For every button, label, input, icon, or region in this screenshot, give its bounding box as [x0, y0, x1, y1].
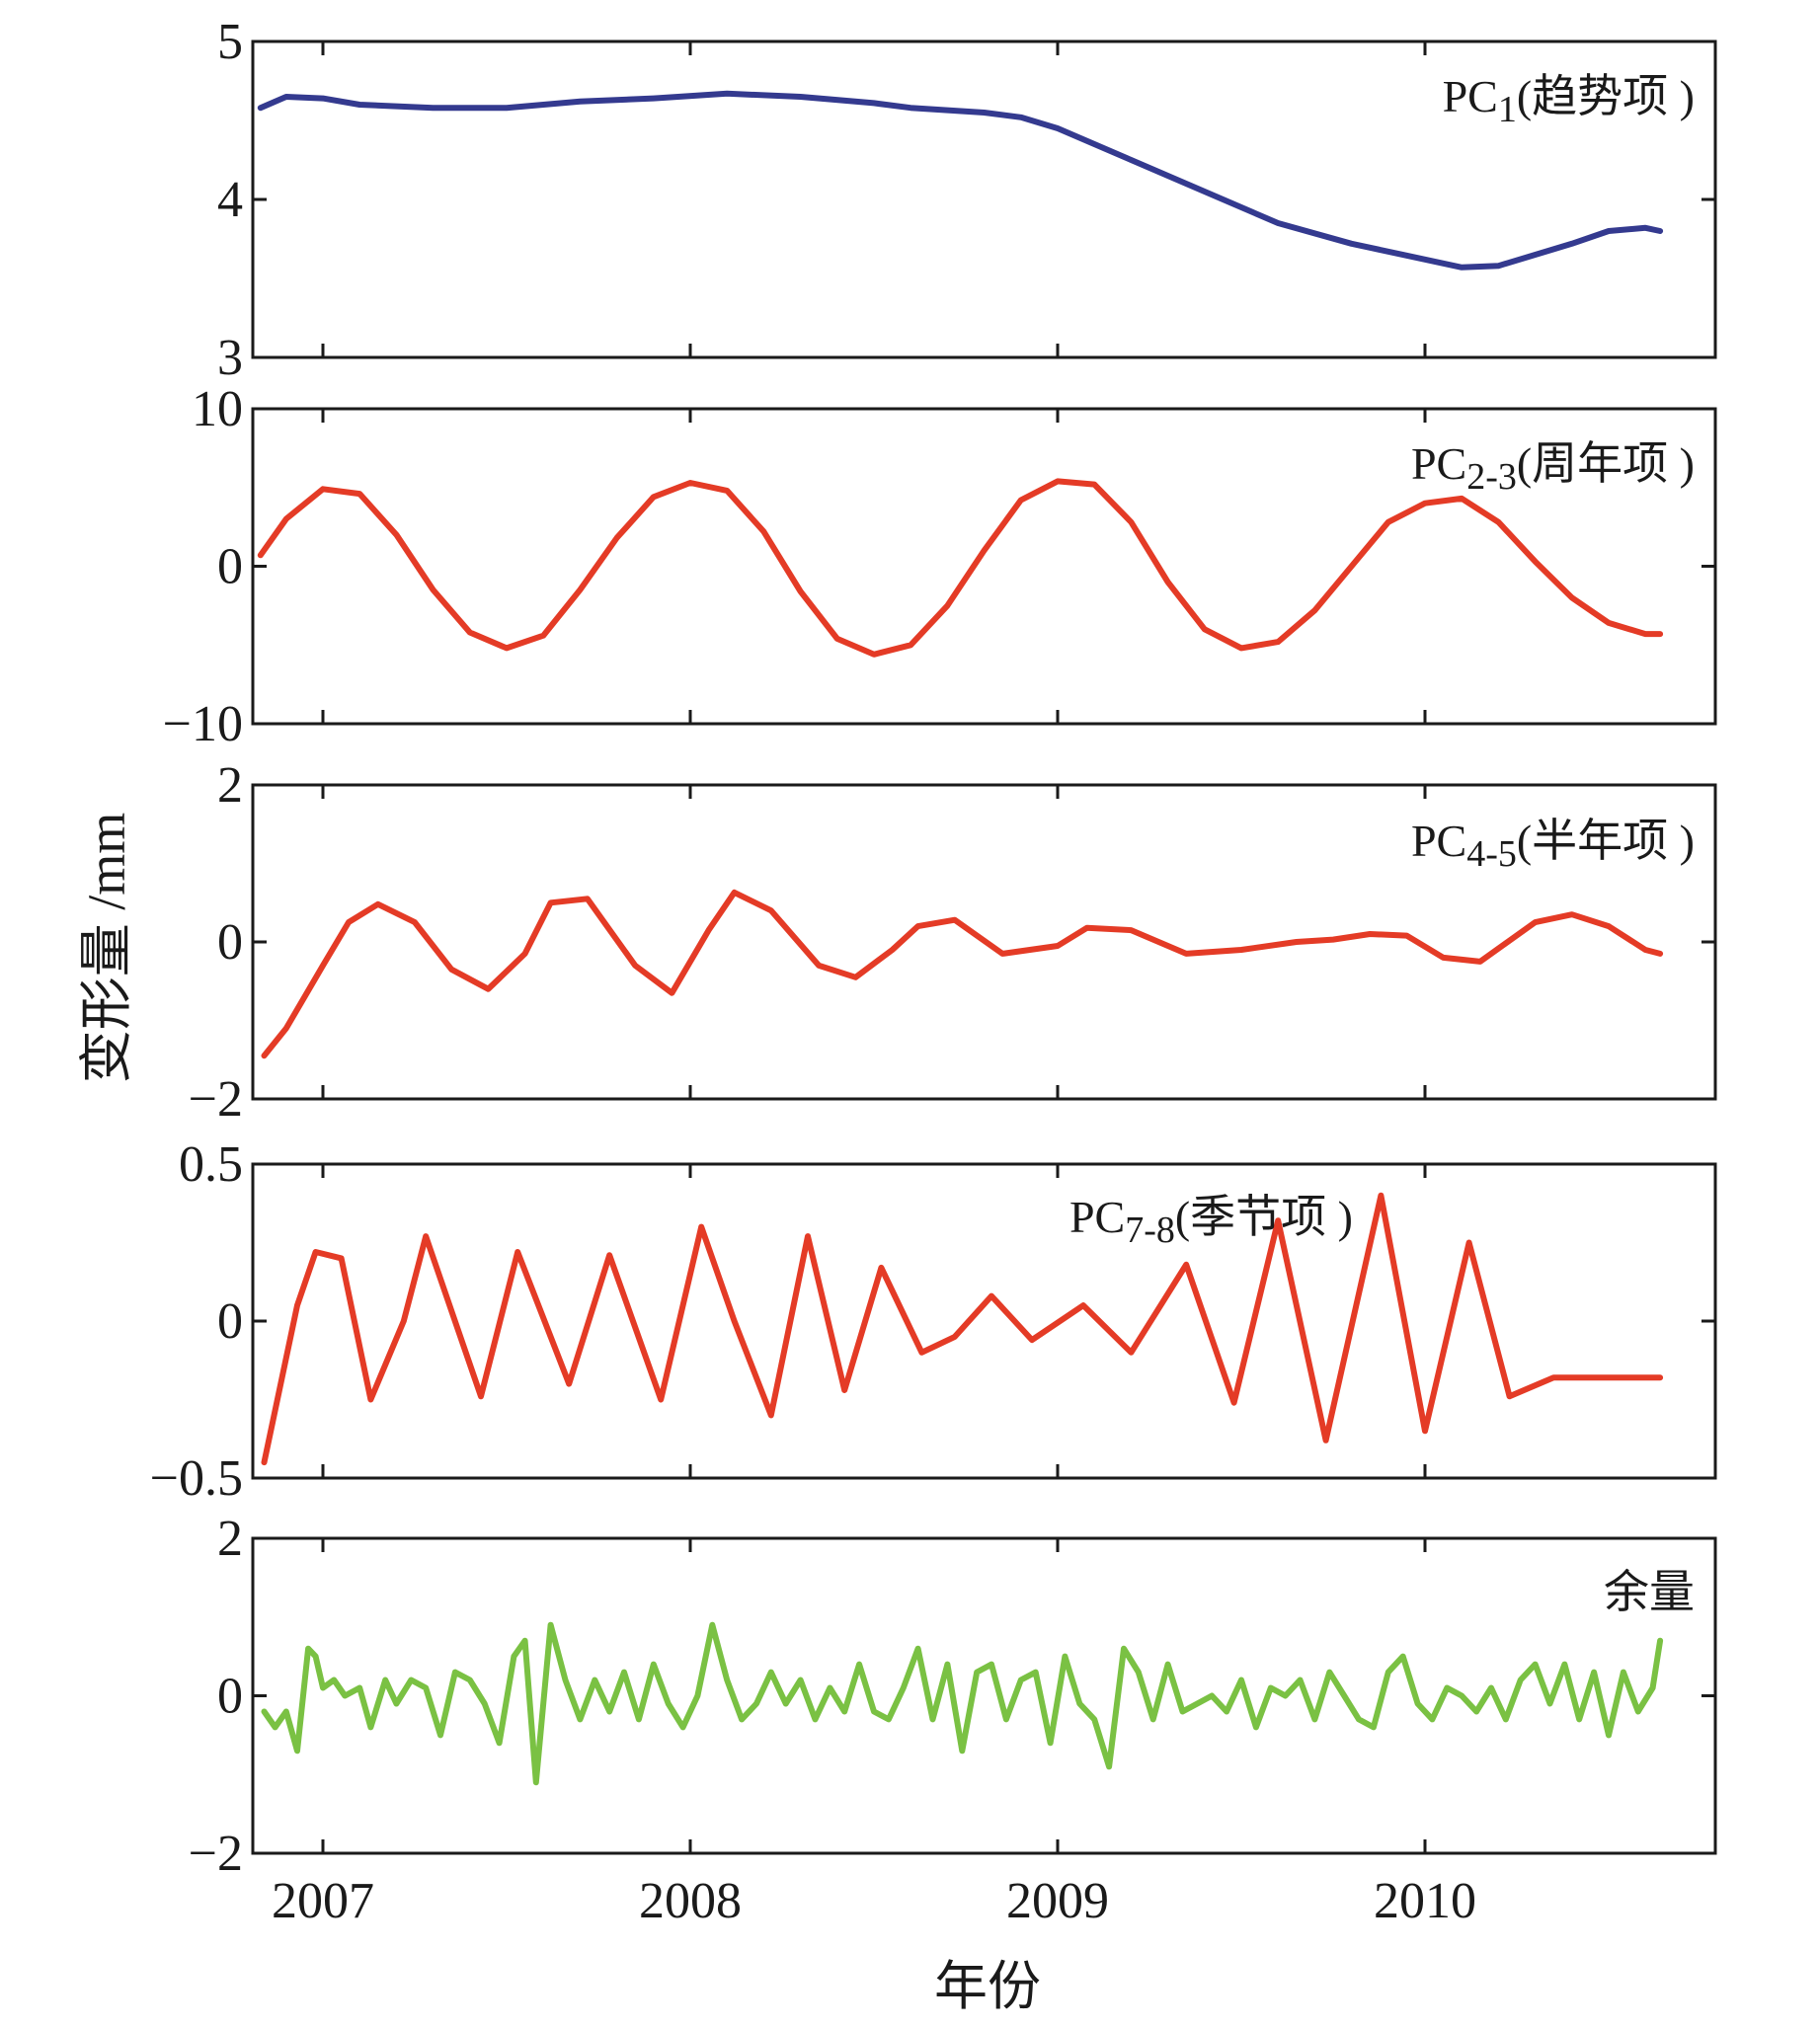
- x-axis-label: 年份: [934, 1957, 1041, 2016]
- series-label: PC4-5(半年项 ): [1411, 816, 1695, 875]
- series-label-main: PC: [1411, 438, 1466, 489]
- series-label-main: PC: [1411, 816, 1466, 866]
- y-tick-label: −2: [189, 1071, 243, 1128]
- y-tick-label: −0.5: [150, 1450, 243, 1507]
- series-line: [261, 1621, 1664, 1786]
- y-tick-label: 10: [192, 381, 243, 437]
- series-label: PC1(趋势项 ): [1443, 71, 1695, 130]
- y-tick-label: 4: [217, 172, 243, 228]
- y-tick-label: −10: [163, 696, 243, 752]
- series-line: [257, 478, 1664, 658]
- series-label-main: PC: [1069, 1192, 1125, 1242]
- series-label-sub: 4-5: [1466, 833, 1517, 875]
- panel-5: 2 0 −2 余量: [189, 1511, 1717, 1882]
- panel-2: 10 0 −10 PC2-3(周年项 ): [163, 381, 1717, 752]
- series-label: 余量: [1604, 1567, 1695, 1617]
- x-tick-label: 2009: [1006, 1873, 1109, 1929]
- series-label: PC2-3(周年项 ): [1411, 438, 1695, 498]
- series-label-main: PC: [1443, 71, 1498, 121]
- series-label-main: 余量: [1604, 1567, 1695, 1617]
- y-tick-label: 3: [217, 330, 243, 386]
- series-line: [257, 90, 1664, 271]
- series-label: PC7-8(季节项 ): [1069, 1192, 1353, 1251]
- y-tick-label: 2: [217, 1511, 243, 1567]
- y-tick-label: −2: [189, 1826, 243, 1882]
- y-tick-label: 0.5: [179, 1136, 243, 1193]
- x-tick-label: 2008: [639, 1873, 742, 1929]
- x-tick-label: 2007: [272, 1873, 374, 1929]
- panel-4: 0.5 0 −0.5 PC7-8(季节项 ): [150, 1136, 1717, 1507]
- series-label-suffix: (趋势项 ): [1517, 71, 1695, 121]
- y-tick-label: 0: [217, 1293, 243, 1350]
- series-label-suffix: (半年项 ): [1517, 816, 1695, 866]
- y-tick-label: 2: [217, 757, 243, 814]
- plot-frame: [251, 1162, 1717, 1480]
- series-label-sub: 2-3: [1466, 456, 1517, 498]
- series-label-suffix: (周年项 ): [1517, 438, 1695, 489]
- series-label-sub: 7-8: [1125, 1210, 1175, 1251]
- y-tick-label: 5: [217, 14, 243, 70]
- panel-3: 2 0 −2 PC4-5(半年项 ): [189, 757, 1717, 1128]
- y-tick-label: 0: [217, 914, 243, 971]
- y-tick-label: 0: [217, 539, 243, 595]
- series-label-suffix: (季节项 ): [1175, 1192, 1353, 1242]
- series-line: [261, 889, 1664, 1059]
- x-tick-label: 2010: [1374, 1873, 1476, 1929]
- series-line: [261, 1192, 1664, 1466]
- series-label-sub: 1: [1498, 89, 1517, 130]
- y-axis-label: 变形量 /mm: [77, 813, 136, 1084]
- panel-1: 5 4 3 PC1(趋势项 ): [217, 14, 1717, 386]
- y-tick-label: 0: [217, 1669, 243, 1725]
